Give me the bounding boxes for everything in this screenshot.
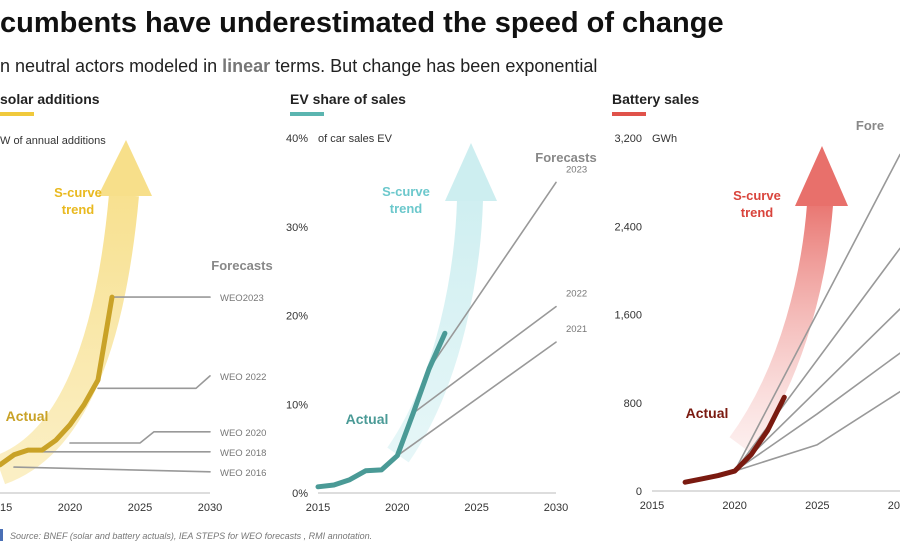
x-tick-label: 2020 xyxy=(385,502,409,514)
s-curve-arrow xyxy=(729,204,833,453)
y-tick-label: 3,200 xyxy=(614,133,642,145)
actual-line xyxy=(315,330,448,490)
forecast-label: WEO 2020 xyxy=(220,428,266,439)
s-curve-label: trend xyxy=(390,201,423,216)
y-axis-label: of car sales EV xyxy=(318,133,393,145)
page-title: cumbents have underestimated the speed o… xyxy=(0,7,724,39)
x-tick-label: 2030 xyxy=(544,502,568,514)
arrow-head xyxy=(795,146,848,206)
forecast-label: WEO 2018 xyxy=(220,448,266,459)
panel-title: solar additions xyxy=(0,91,100,107)
title-accent xyxy=(612,112,646,116)
panel-title: EV share of sales xyxy=(290,91,406,107)
y-tick-label: 10% xyxy=(286,399,308,411)
forecasts-label: Forecasts xyxy=(535,150,596,165)
x-tick-label: 2025 xyxy=(128,502,152,514)
x-tick-label: 2015 xyxy=(0,502,12,514)
forecasts-label: Forecasts xyxy=(211,258,272,273)
s-curve-label: trend xyxy=(62,202,95,217)
forecast-label: WEO2023 xyxy=(220,293,264,304)
forecast-line xyxy=(97,375,211,390)
x-tick-label: 2025 xyxy=(464,502,488,514)
s-curve-label: trend xyxy=(741,205,774,220)
forecast-line xyxy=(69,431,211,444)
x-tick-label: 2020 xyxy=(722,500,746,512)
s-curve-label: S-curve xyxy=(382,184,430,199)
forecast-line xyxy=(396,341,557,457)
forecast-line xyxy=(13,466,211,473)
x-tick-label: 2015 xyxy=(306,502,330,514)
x-tick-label: 2030 xyxy=(888,500,900,512)
subtitle-emphasis: linear xyxy=(222,56,270,76)
forecast-label: WEO 2016 xyxy=(220,468,266,479)
arrow-head xyxy=(98,140,152,196)
forecast-line xyxy=(733,352,900,472)
x-tick-label: 2015 xyxy=(640,500,664,512)
actual-line xyxy=(0,294,115,468)
forecast-line xyxy=(733,153,900,472)
s-curve-arrow xyxy=(0,193,139,485)
s-curve-label: S-curve xyxy=(733,188,781,203)
forecast-label: 2021 xyxy=(566,324,587,335)
source: Source: BNEF (solar and battery actuals)… xyxy=(10,531,372,541)
x-tick-label: 2020 xyxy=(58,502,82,514)
forecast-label: 2022 xyxy=(566,289,587,300)
y-tick-label: 1,600 xyxy=(614,310,642,322)
subtitle-part: terms. But change has been exponential xyxy=(270,56,597,76)
y-axis-label: W of annual additions xyxy=(0,135,106,147)
title-accent xyxy=(290,112,324,116)
title-accent xyxy=(0,112,34,116)
y-tick-label: 40% xyxy=(286,133,308,145)
x-tick-label: 2030 xyxy=(198,502,222,514)
panel-title: Battery sales xyxy=(612,91,699,107)
actual-label: Actual xyxy=(346,411,389,427)
subtitle-part: n neutral actors modeled in xyxy=(0,56,222,76)
forecast-label: WEO 2022 xyxy=(220,372,266,383)
x-tick-label: 2025 xyxy=(805,500,829,512)
forecasts-label: Fore xyxy=(856,118,884,133)
y-tick-label: 20% xyxy=(286,311,308,323)
y-tick-label: 2,400 xyxy=(614,221,642,233)
forecast-line xyxy=(412,305,557,414)
forecast-line xyxy=(428,181,557,370)
actual-label: Actual xyxy=(6,408,49,424)
source-bar xyxy=(0,529,3,541)
forecast-line xyxy=(733,390,900,472)
forecast-label: 2023 xyxy=(566,164,587,175)
actual-label: Actual xyxy=(686,405,729,421)
subtitle: n neutral actors modeled in linear terms… xyxy=(0,56,597,76)
y-tick-label: 30% xyxy=(286,222,308,234)
forecast-line xyxy=(733,308,900,472)
s-curve-label: S-curve xyxy=(54,185,102,200)
actual-line xyxy=(682,394,787,485)
y-axis-label: GWh xyxy=(652,133,677,145)
y-tick-label: 0 xyxy=(636,486,642,498)
s-curve-arrows xyxy=(0,140,848,485)
y-tick-label: 800 xyxy=(624,398,642,410)
arrow-head xyxy=(445,143,497,201)
s-curve-arrow xyxy=(387,199,483,463)
y-tick-label: 0% xyxy=(292,488,308,500)
